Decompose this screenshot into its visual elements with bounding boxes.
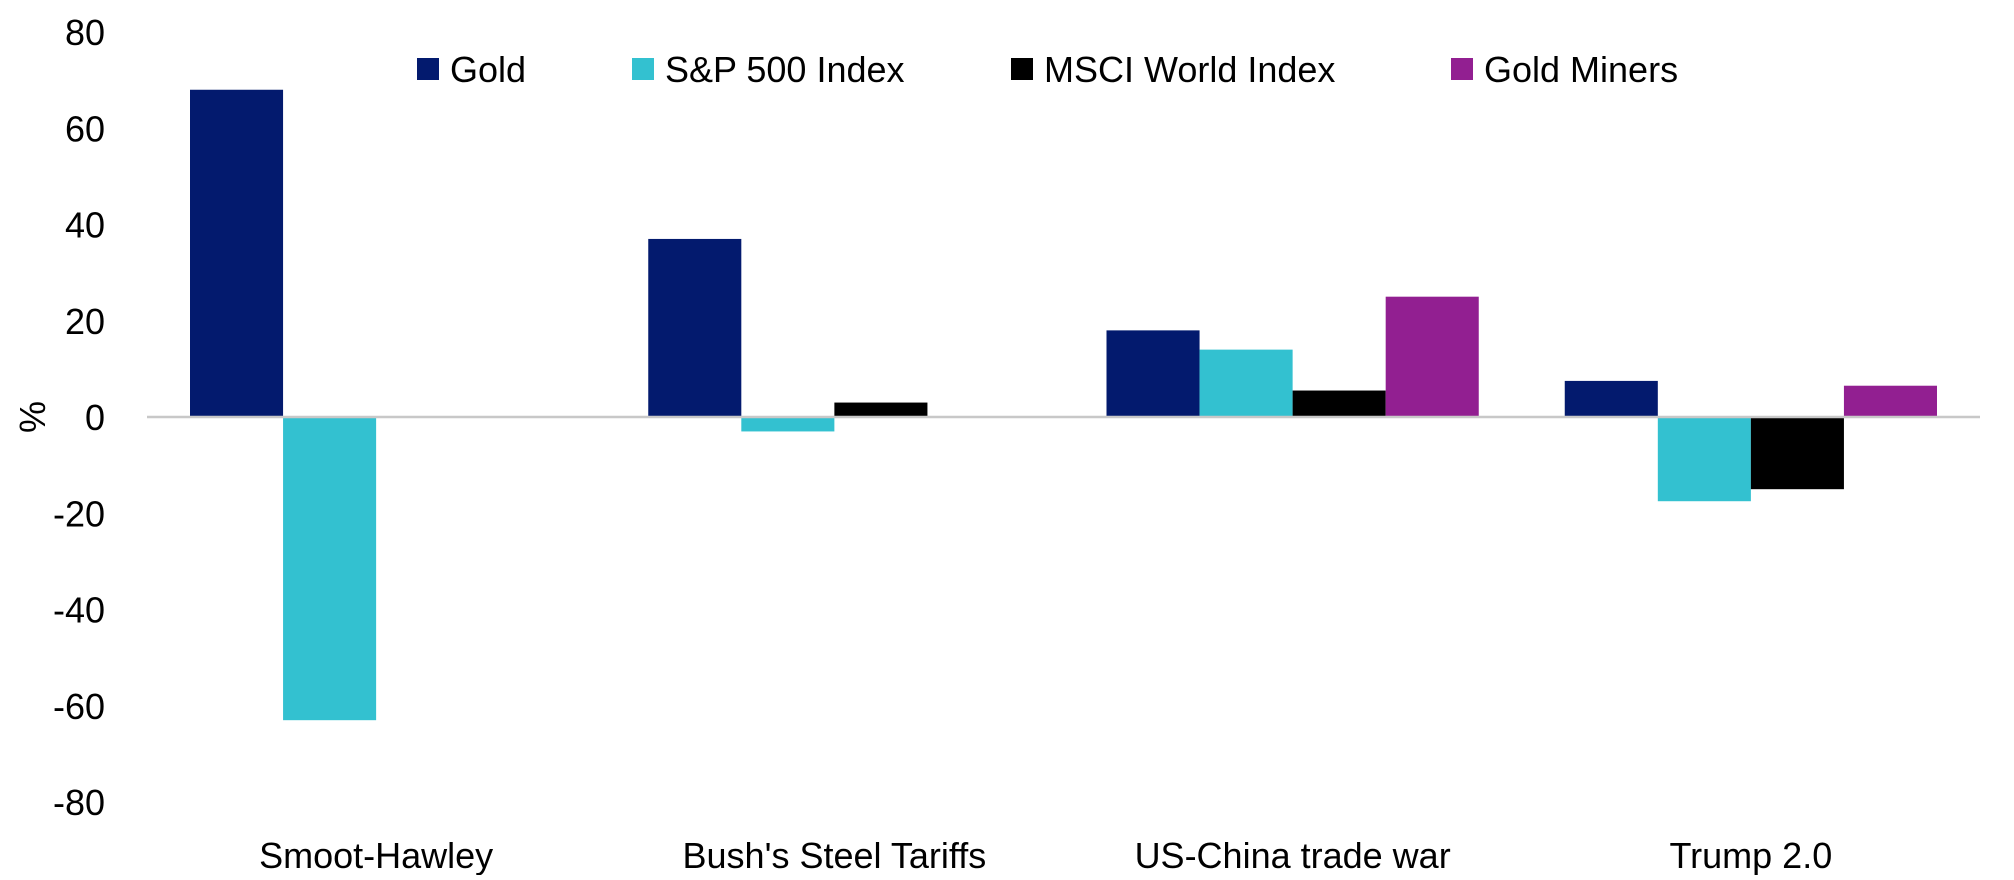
legend: Gold S&P 500 Index MSCI World Index Gold Mi…: [417, 49, 1678, 90]
bar-gold-miners-3: [1843, 385, 1937, 417]
legend-swatch: [1011, 58, 1033, 80]
bar-gold-1: [648, 238, 742, 417]
legend-swatch: [632, 58, 654, 80]
legend-label: MSCI World Index: [1044, 49, 1335, 90]
legend-swatch: [417, 58, 439, 80]
legend-label: S&P 500 Index: [665, 49, 905, 90]
y-tick-label: -60: [53, 686, 105, 727]
x-category-label: US-China trade war: [1135, 835, 1451, 875]
x-category-label: Trump 2.0: [1670, 835, 1833, 875]
y-tick-label: 80: [65, 12, 105, 53]
x-category-label: Smoot-Hawley: [259, 835, 493, 875]
legend-label: Gold Miners: [1484, 49, 1678, 90]
y-axis: 80 60 40 20 0 -20 -40 -60 -80: [53, 12, 105, 823]
y-tick-label: 40: [65, 205, 105, 246]
bars: [190, 89, 1937, 721]
bar-msci-world-index-2: [1292, 390, 1386, 417]
bar-gold-0: [190, 89, 284, 417]
bar-msci-world-index-1: [834, 402, 928, 417]
y-tick-label: 60: [65, 108, 105, 149]
y-tick-label: 20: [65, 301, 105, 342]
bar-s-p-500-index-2: [1199, 349, 1293, 417]
legend-swatch: [1451, 58, 1473, 80]
bar-s-p-500-index-3: [1657, 417, 1751, 502]
bar-msci-world-index-3: [1750, 417, 1844, 490]
y-tick-label: -80: [53, 782, 105, 823]
y-tick-label: 0: [85, 397, 105, 438]
bar-gold-2: [1106, 330, 1200, 417]
bar-s-p-500-index-1: [741, 417, 835, 432]
y-tick-label: -20: [53, 493, 105, 534]
x-category-label: Bush's Steel Tariffs: [683, 835, 987, 875]
bar-s-p-500-index-0: [283, 417, 377, 721]
y-axis-title: %: [12, 401, 53, 433]
bar-gold-3: [1564, 380, 1658, 417]
legend-label: Gold: [450, 49, 526, 90]
bar-gold-miners-2: [1385, 296, 1479, 417]
x-axis: Smoot-Hawley Bush's Steel Tariffs US-China…: [259, 835, 1833, 876]
y-tick-label: -40: [53, 590, 105, 631]
